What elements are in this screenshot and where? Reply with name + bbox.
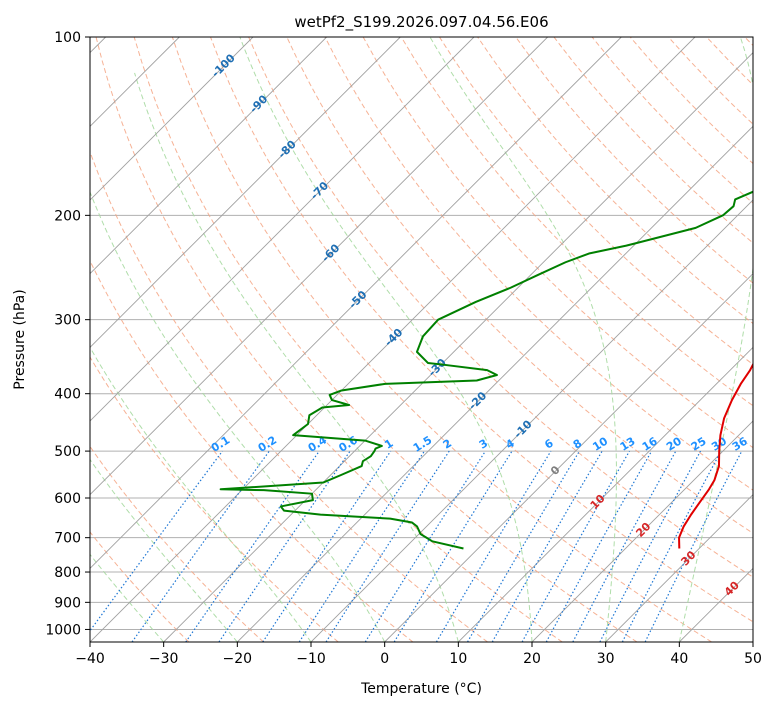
mixing-ratio-line xyxy=(218,450,351,642)
y-tick-label: 800 xyxy=(54,565,81,581)
dry-adiabat xyxy=(90,356,339,642)
mixing-ratio-line xyxy=(364,450,486,642)
y-tick-label: 200 xyxy=(54,208,81,224)
mixing-ratio-line xyxy=(491,450,603,642)
x-tick-label: 40 xyxy=(670,651,688,667)
mixing-ratio-line xyxy=(545,450,653,642)
isotherm-line xyxy=(458,346,753,642)
mixing-ratio-line xyxy=(599,450,702,642)
y-tick-label: 300 xyxy=(54,313,81,329)
x-tick-label: −20 xyxy=(223,651,253,667)
mixing-ratio-line xyxy=(298,450,425,642)
moist-adiabat xyxy=(90,346,312,642)
isotherm-line xyxy=(90,37,254,201)
y-tick-label: 700 xyxy=(54,531,81,547)
pressure-gridlines xyxy=(90,37,753,630)
isotherm-line xyxy=(90,37,475,422)
dewpoint-line xyxy=(219,190,753,550)
plot-area: -100-90-80-70-60-50-40-30-20-10010203040… xyxy=(90,37,753,642)
dry-adiabats xyxy=(90,37,753,642)
dry-adiabat xyxy=(439,37,753,366)
isotherm-line xyxy=(90,37,327,275)
isotherm-line xyxy=(384,273,753,642)
x-tick-label: −40 xyxy=(75,651,105,667)
y-tick-label: 400 xyxy=(54,387,81,403)
mixing-ratio-line xyxy=(572,450,677,642)
moist-adiabat xyxy=(429,37,617,642)
mixing-ratio-line xyxy=(644,450,743,642)
x-tick-label: −30 xyxy=(149,651,179,667)
isotherm-line xyxy=(90,37,622,569)
x-tick-label: 30 xyxy=(597,651,615,667)
x-axis: −40 −30 −20 −10 0 10 20 30 40 50 xyxy=(75,642,762,667)
mixing-ratio-line xyxy=(90,450,223,632)
isotherm-line xyxy=(605,494,753,642)
moist-adiabats xyxy=(90,37,753,642)
x-tick-label: −10 xyxy=(296,651,326,667)
mixing-ratio-line xyxy=(621,450,722,642)
mixing-ratio-line xyxy=(131,450,270,642)
mixing-ratio-line xyxy=(262,450,392,642)
dry-adiabat xyxy=(90,150,488,642)
dry-adiabat xyxy=(324,37,753,491)
isotherm-line xyxy=(90,37,401,348)
y-tick-label: 1000 xyxy=(45,622,81,638)
dry-adiabat xyxy=(515,37,753,284)
mixing-ratio-line xyxy=(435,450,552,642)
y-axis: 100 200 300 400 500 600 700 800 900 1000 xyxy=(45,30,90,638)
x-tick-label: 20 xyxy=(523,651,541,667)
moist-adiabat xyxy=(239,37,533,642)
isotherm-line xyxy=(531,420,753,642)
y-tick-label: 100 xyxy=(54,30,81,46)
isotherm-line xyxy=(90,37,548,496)
moist-adiabat xyxy=(90,458,238,642)
dry-adiabat xyxy=(171,37,712,642)
dry-adiabat xyxy=(95,37,563,642)
moist-adiabat xyxy=(678,37,753,642)
temperature-line xyxy=(678,362,753,549)
mixing-ratio-lines xyxy=(90,450,743,642)
dry-adiabat xyxy=(400,37,753,407)
mixing-ratio-line xyxy=(466,450,580,642)
y-axis-label: Pressure (hPa) xyxy=(12,289,28,389)
mixing-ratio-line xyxy=(521,450,631,642)
isotherm-line xyxy=(163,52,753,642)
x-tick-label: 50 xyxy=(744,651,762,667)
isotherm-line xyxy=(237,125,753,642)
x-axis-label: Temperature (°C) xyxy=(360,681,482,697)
sounding-series xyxy=(219,190,753,550)
dry-adiabat xyxy=(210,37,753,623)
dry-adiabat xyxy=(248,37,753,578)
mixing-ratio-line xyxy=(325,450,450,642)
isotherms xyxy=(90,37,753,642)
isotherm-line xyxy=(90,37,696,642)
y-tick-label: 900 xyxy=(54,595,81,611)
x-tick-label: 0 xyxy=(380,651,389,667)
y-tick-label: 500 xyxy=(54,444,81,460)
chart-title: wetPf2_S199.2026.097.04.56.E06 xyxy=(294,13,548,32)
dry-adiabat xyxy=(133,37,638,642)
dry-adiabat xyxy=(90,445,264,642)
moist-adiabat xyxy=(134,72,459,642)
dry-adiabat xyxy=(90,531,190,642)
y-tick-label: 600 xyxy=(54,491,81,507)
x-tick-label: 10 xyxy=(449,651,467,667)
isotherm-line xyxy=(310,199,753,642)
plot-frame xyxy=(89,36,754,643)
